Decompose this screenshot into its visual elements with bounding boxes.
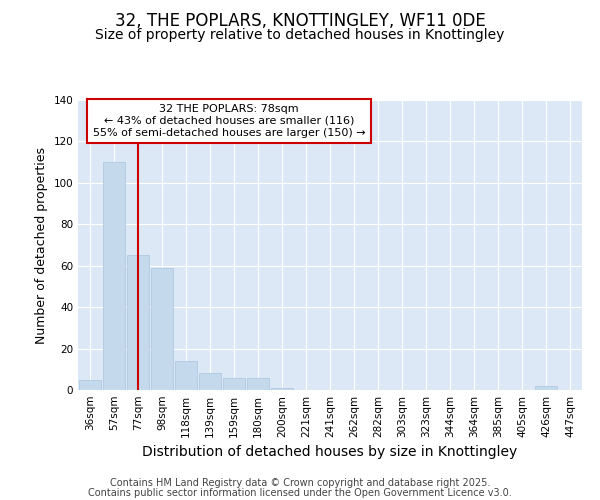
Bar xyxy=(127,256,149,390)
Text: Size of property relative to detached houses in Knottingley: Size of property relative to detached ho… xyxy=(95,28,505,42)
X-axis label: Distribution of detached houses by size in Knottingley: Distribution of detached houses by size … xyxy=(142,446,518,460)
Bar xyxy=(223,378,245,390)
Bar xyxy=(151,268,173,390)
Text: 32, THE POPLARS, KNOTTINGLEY, WF11 0DE: 32, THE POPLARS, KNOTTINGLEY, WF11 0DE xyxy=(115,12,485,30)
Bar xyxy=(175,361,197,390)
Text: Contains HM Land Registry data © Crown copyright and database right 2025.: Contains HM Land Registry data © Crown c… xyxy=(110,478,490,488)
Bar xyxy=(535,386,557,390)
Bar xyxy=(271,388,293,390)
Bar xyxy=(103,162,125,390)
Bar xyxy=(247,378,269,390)
Bar xyxy=(199,374,221,390)
Y-axis label: Number of detached properties: Number of detached properties xyxy=(35,146,48,344)
Text: Contains public sector information licensed under the Open Government Licence v3: Contains public sector information licen… xyxy=(88,488,512,498)
Bar xyxy=(79,380,101,390)
Text: 32 THE POPLARS: 78sqm
← 43% of detached houses are smaller (116)
55% of semi-det: 32 THE POPLARS: 78sqm ← 43% of detached … xyxy=(93,104,365,138)
